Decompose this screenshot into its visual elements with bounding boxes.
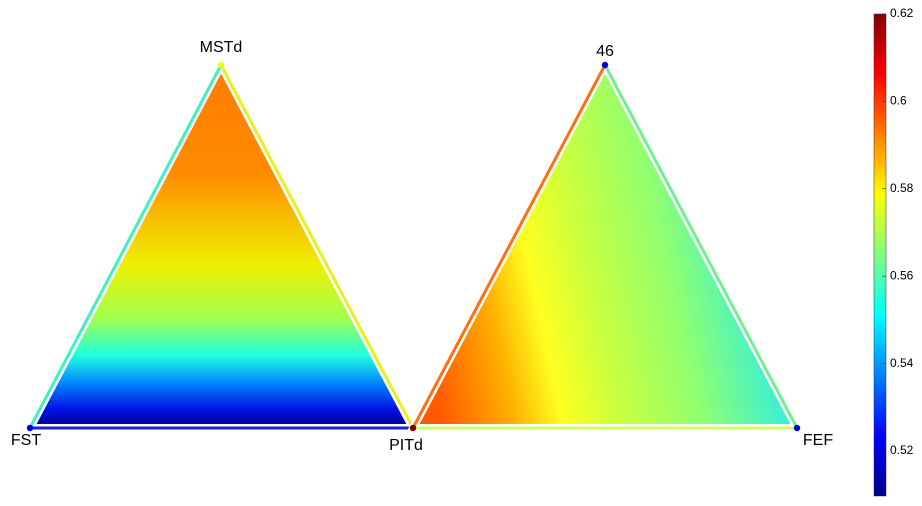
vertex-dot	[409, 424, 417, 432]
vertex-label: FST	[11, 432, 41, 449]
colorbar-tick-label: 0.52	[890, 443, 914, 457]
vertex-dot	[601, 61, 609, 69]
vertex-label: 46	[596, 43, 614, 60]
heatmap	[23, 56, 420, 432]
ternary-left	[23, 56, 420, 432]
colorbar-tick-label: 0.6	[890, 94, 907, 108]
heatmap	[406, 56, 804, 432]
ternary-right	[406, 56, 804, 432]
vertex-label: PITd	[389, 437, 423, 454]
colorbar-tick-label: 0.58	[890, 181, 914, 195]
edge	[411, 64, 607, 429]
vertex-label: FEF	[803, 432, 833, 449]
edge	[28, 64, 223, 429]
colorbar	[873, 13, 887, 497]
edge	[219, 64, 415, 429]
edge	[603, 64, 799, 429]
vertex-dot	[793, 424, 801, 432]
colorbar-tick-label: 0.54	[890, 356, 914, 370]
vertex-label: MSTd	[200, 39, 243, 56]
colorbar-tick-label: 0.56	[890, 268, 914, 282]
vertex-dot	[26, 424, 34, 432]
colorbar-tick-label: 0.62	[890, 6, 914, 20]
vertex-dot	[217, 61, 225, 69]
